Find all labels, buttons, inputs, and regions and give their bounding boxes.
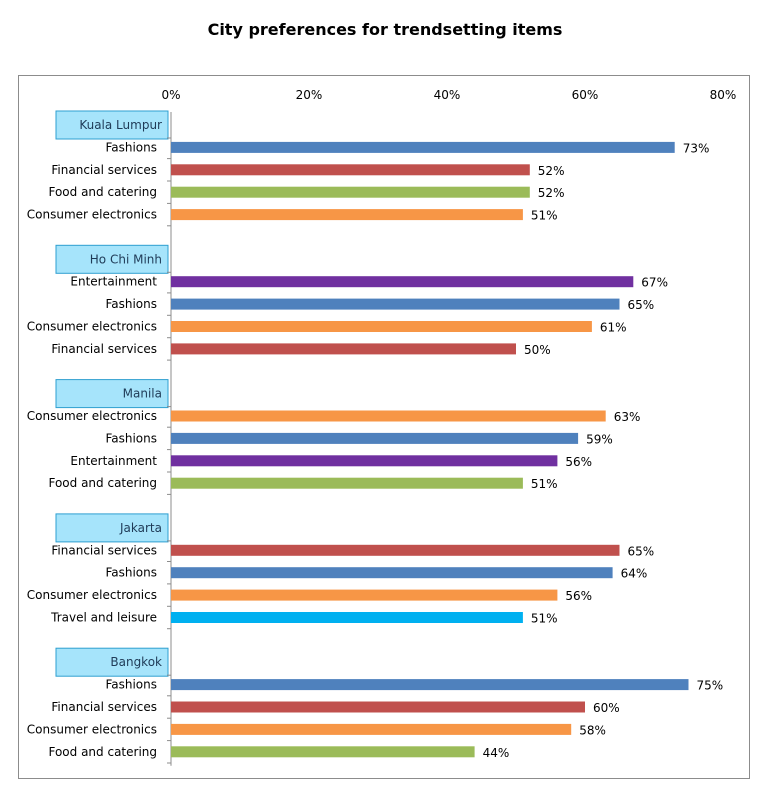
group-label-box: [55, 379, 169, 409]
data-label: 65%: [628, 298, 655, 312]
data-label: 65%: [628, 544, 655, 558]
bar: [171, 612, 523, 623]
category-label: Financial services: [51, 543, 157, 557]
category-label: Fashions: [105, 140, 157, 154]
bar: [171, 276, 634, 288]
bar: [171, 321, 592, 332]
data-label: 67%: [641, 276, 668, 290]
category-label: Fashions: [105, 678, 157, 692]
x-tick-label: 40%: [434, 88, 461, 102]
group-label-box: [55, 244, 169, 274]
group-label: Bangkok: [110, 655, 162, 669]
bar: [171, 343, 516, 355]
category-label: Consumer electronics: [27, 722, 157, 736]
chart-title: City preferences for trendsetting items: [207, 20, 563, 39]
bar: [171, 746, 475, 758]
data-label: 60%: [593, 701, 620, 715]
category-label: Consumer electronics: [27, 588, 157, 602]
category-label: Food and catering: [48, 745, 157, 759]
bar: [171, 164, 530, 176]
data-label: 73%: [683, 141, 710, 155]
data-label: 64%: [621, 567, 648, 581]
x-tick-label: 60%: [572, 88, 599, 102]
group-label: Manila: [123, 387, 162, 401]
category-label: Financial services: [51, 700, 157, 714]
category-label: Fashions: [105, 297, 157, 311]
x-tick-label: 0%: [161, 88, 180, 102]
group-label-box: [55, 110, 169, 140]
x-tick-label: 80%: [710, 88, 737, 102]
bar: [171, 141, 675, 153]
group-label: Jakarta: [119, 521, 162, 535]
data-label: 63%: [614, 410, 641, 424]
group-label-box: [55, 513, 169, 543]
category-label: Financial services: [51, 342, 157, 356]
data-label: 52%: [538, 186, 565, 200]
data-label: 58%: [579, 723, 606, 737]
data-label: 56%: [565, 455, 592, 469]
bar: [171, 186, 530, 198]
bar: [171, 298, 620, 310]
data-label: 52%: [538, 164, 565, 178]
data-label: 75%: [697, 679, 724, 693]
bar: [171, 589, 558, 601]
data-label: 44%: [483, 746, 510, 760]
category-label: Consumer electronics: [27, 208, 157, 222]
bar: [171, 679, 689, 691]
category-label: Fashions: [105, 431, 157, 445]
category-label: Food and catering: [48, 185, 157, 199]
group-label: Ho Chi Minh: [90, 252, 162, 266]
category-label: Fashions: [105, 566, 157, 580]
bar: [171, 209, 523, 221]
bar: [171, 723, 572, 735]
category-label: Financial services: [51, 163, 157, 177]
data-label: 61%: [600, 321, 627, 335]
bar: [171, 701, 585, 713]
category-label: Consumer electronics: [27, 320, 157, 334]
data-label: 56%: [565, 589, 592, 603]
data-label: 51%: [531, 477, 558, 491]
data-label: 50%: [524, 343, 551, 357]
category-label: Food and catering: [48, 476, 157, 490]
bar: [171, 477, 523, 489]
category-label: Entertainment: [70, 275, 157, 289]
group-label: Kuala Lumpur: [79, 118, 162, 132]
category-label: Consumer electronics: [27, 409, 157, 423]
group-label-box: [55, 647, 169, 677]
bar: [171, 432, 579, 444]
bar: [171, 455, 558, 467]
bar: [171, 410, 606, 422]
category-label: Travel and leisure: [50, 611, 157, 625]
data-label: 59%: [586, 432, 613, 446]
bar: [171, 567, 613, 579]
category-label: Entertainment: [70, 454, 157, 468]
data-label: 51%: [531, 209, 558, 223]
bar: [171, 544, 620, 556]
x-tick-label: 20%: [296, 88, 323, 102]
data-label: 51%: [531, 612, 558, 626]
